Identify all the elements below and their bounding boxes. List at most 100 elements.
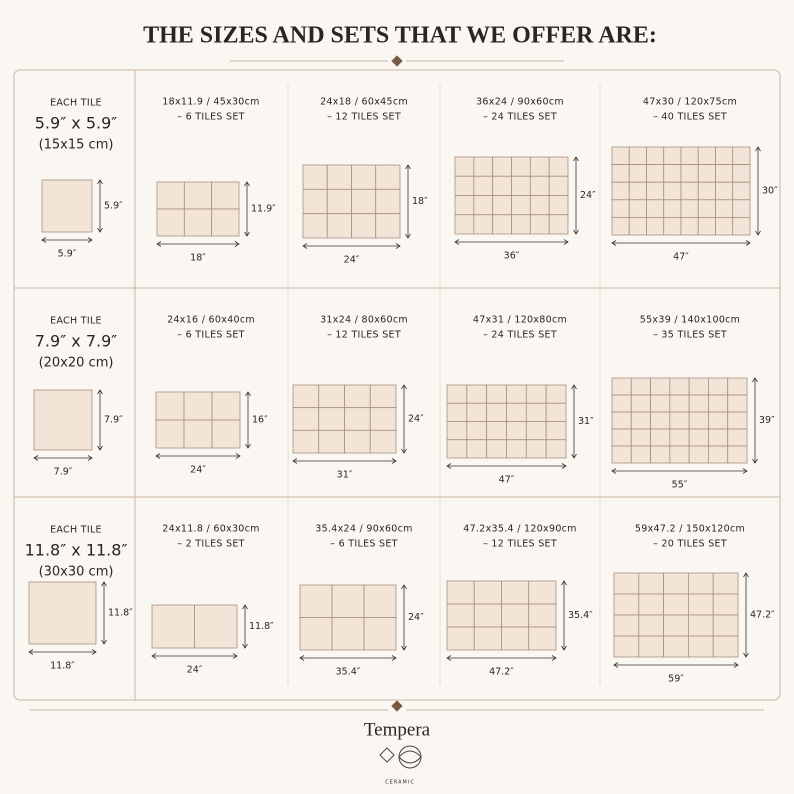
set-tile [727,428,748,447]
set-tile [454,214,475,235]
set-tile [466,421,488,441]
set-size: 55x39 / 140x100cm [640,315,741,326]
set-tile [708,394,729,413]
height-arrow [97,389,103,451]
set-tile [473,626,502,651]
width-arrow [292,458,397,464]
page-title: THE SIZES AND SETS THAT WE OFFER ARE: [143,23,657,49]
height-label: 16″ [252,415,268,426]
set-tile [712,635,739,658]
set-tile [688,593,714,616]
set-tile [501,603,530,628]
height-label: 18″ [412,196,428,207]
set-tile [466,439,488,459]
set-tile [183,208,213,237]
set-tile [446,439,468,459]
set-tile [446,626,475,651]
set-tile [344,429,371,454]
set-tile [454,195,475,216]
single-tile [41,179,93,233]
set-tile [299,617,333,651]
set-tile [369,407,397,431]
set-tile [650,411,671,430]
set-tile [492,156,512,177]
set-tile [486,402,507,422]
set-size: 59x47.2 / 150x120cm [635,524,745,535]
set-tile [630,445,651,464]
set-tile [715,164,734,183]
set-tile [630,428,651,447]
height-arrow [573,156,579,235]
width-arrow [155,453,241,459]
height-arrow [405,164,411,239]
tile-label: EACH TILE [50,98,102,109]
set-tile [454,175,475,196]
set-tile [183,181,213,210]
height-arrow [752,377,758,464]
set-tile [363,617,397,651]
set-tile [688,394,709,413]
set-tile [473,156,494,177]
set-tile [529,175,550,196]
height-label: 24″ [580,190,596,201]
width-label: 47.2″ [489,667,514,678]
set-tile [628,216,647,236]
set-tile [183,391,213,421]
width-arrow [41,237,93,243]
set-tile [529,156,550,177]
set-tile [697,216,716,236]
set-tile [375,188,401,215]
set-tile [302,213,328,239]
set-tile [292,429,320,454]
set-size: 35.4x24 / 90x60cm [315,524,412,535]
set-tile [697,164,716,183]
tile-size: 5.9″ x 5.9″ [35,114,118,133]
set-tile [211,419,241,449]
set-tile [663,614,689,637]
set-tile [732,216,751,236]
set-tile [375,213,401,239]
set-size: 47x30 / 120x75cm [643,97,737,108]
set-tile [727,377,748,396]
set-tile [611,181,630,201]
set-tile [611,164,630,183]
set-tile [688,635,714,658]
set-tile [545,402,567,422]
single-tile [33,389,93,451]
set-tile [646,146,665,166]
set-tile [663,146,682,166]
set-tile [446,384,468,404]
set-count: – 12 TILES SET [327,330,401,341]
set-tile [326,164,352,190]
height-arrow [244,181,250,237]
set-tile [318,407,345,431]
width-label: 35.4″ [336,667,361,678]
height-label: 11.8″ [108,608,133,619]
set-tile [302,188,328,215]
set-tile [528,580,557,605]
width-label: 47″ [673,252,689,263]
set-tile [628,164,647,183]
set-tile [528,603,557,628]
set-tile [680,181,699,201]
set-tile [466,384,488,404]
set-tile [511,175,531,196]
set-tile [292,384,320,409]
height-arrow [743,572,749,658]
set-tile [638,593,664,616]
set-tile [548,175,569,196]
height-label: 24″ [408,414,424,425]
set-tile [155,419,185,449]
set-tile [688,411,709,430]
set-tile [548,195,569,216]
faint-dividers [287,85,601,685]
width-label: 59″ [668,674,684,685]
set-tile [326,213,352,239]
set-tile [669,377,690,396]
set-tile [630,377,651,396]
set-tile [669,445,690,464]
set-tile [669,411,690,430]
set-tile [156,208,185,237]
set-tile [732,164,751,183]
set-tile [646,199,665,218]
